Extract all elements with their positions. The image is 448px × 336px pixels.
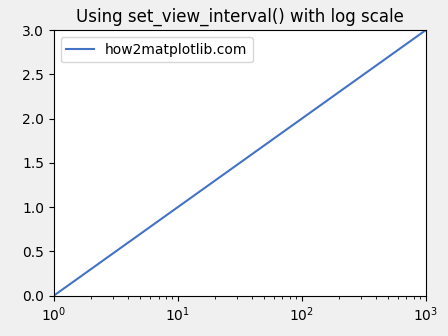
Line: how2matplotlib.com: how2matplotlib.com [54,30,426,296]
how2matplotlib.com [306,112,312,116]
how2matplotlib.com [423,28,428,32]
how2matplotlib.com [51,294,56,298]
Title: Using set_view_interval() with log scale: Using set_view_interval() with log scale [76,8,404,26]
how2matplotlib.com [202,186,207,191]
how2matplotlib.com [348,82,353,86]
how2matplotlib.com [215,177,220,181]
Legend: how2matplotlib.com: how2matplotlib.com [61,37,253,62]
how2matplotlib.com [89,266,95,270]
how2matplotlib.com [341,87,346,91]
